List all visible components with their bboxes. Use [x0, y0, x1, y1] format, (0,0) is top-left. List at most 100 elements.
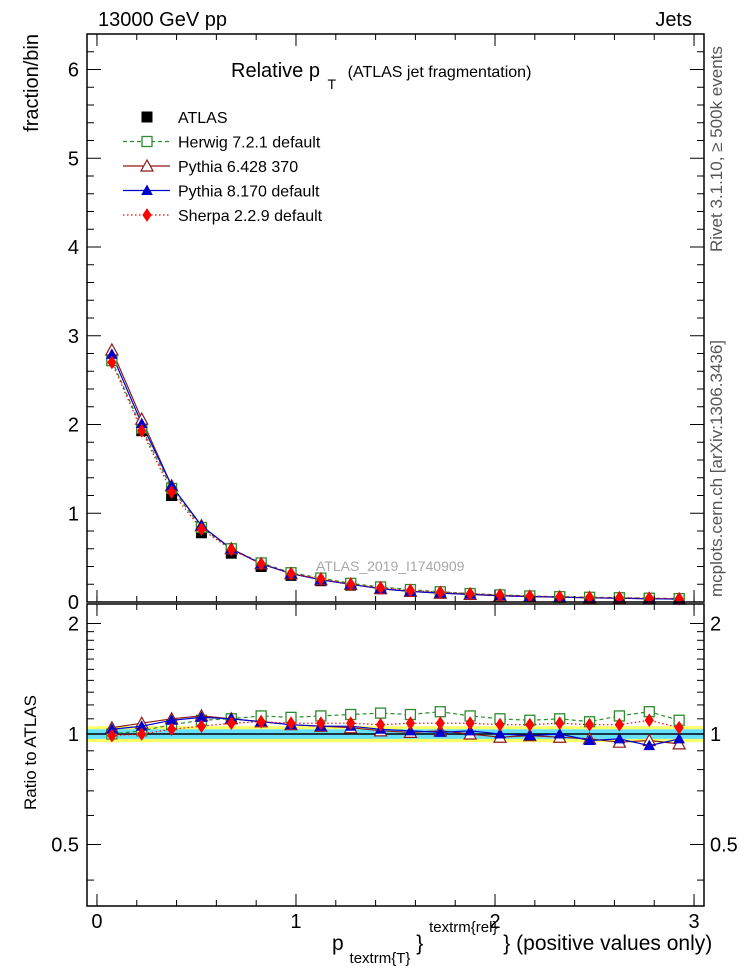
xlabel-brace: } — [416, 932, 423, 955]
ratio-point — [613, 732, 626, 744]
ratio-point — [672, 736, 687, 750]
ratio-point — [464, 724, 476, 736]
analysis-label: ATLAS_2019_I1740909 — [316, 558, 465, 574]
ratio-point — [614, 717, 625, 732]
ratio-point — [465, 716, 475, 731]
ratio-point — [226, 716, 236, 731]
x-tick-label: 1 — [290, 911, 301, 933]
xlabel-main: p — [332, 932, 344, 955]
ratio-y-tick-label: 1 — [68, 724, 79, 746]
main-ylabel: fraction/bin — [21, 34, 43, 132]
legend-marker — [139, 158, 155, 172]
legend-label: ATLAS — [178, 110, 228, 127]
legend-label: Pythia 8.170 default — [178, 184, 320, 201]
ratio-y-tick-label: 0.5 — [51, 835, 79, 857]
main-y-tick-label: 1 — [68, 503, 79, 525]
rivet-label: Rivet 3.1.10, ≥ 500k events — [707, 46, 726, 252]
series-point — [256, 556, 266, 571]
ratio-point — [643, 739, 656, 751]
main-y-tick-label: 6 — [68, 60, 79, 82]
ratio-point — [495, 717, 505, 732]
series-point — [226, 542, 236, 557]
ratio-series-line — [111, 716, 680, 747]
legend-marker — [141, 111, 153, 123]
main-panel: 0 1 2 3 4 5 6 Relative p T (ATLAS jet fragment… — [68, 33, 705, 614]
ratio-point — [196, 719, 207, 734]
ratio-point — [137, 727, 147, 741]
legend-marker — [141, 135, 153, 148]
header-right: Jets — [655, 9, 692, 31]
series-point — [166, 485, 177, 499]
series-point — [405, 583, 416, 598]
legend-label: Pythia 6.428 370 — [178, 159, 298, 176]
legend-entry: Pythia 6.428 370 — [123, 158, 298, 176]
ratio-point — [374, 707, 387, 719]
series-point — [435, 585, 445, 600]
ratio-point — [405, 716, 416, 731]
ratio-point — [555, 716, 565, 731]
ratio-point — [494, 727, 506, 739]
legend-marker — [141, 184, 153, 195]
series-point — [286, 566, 296, 581]
ratio-point — [523, 729, 536, 741]
x-axis-label: p textrm{T} } textrm{rel} } (positive va… — [332, 914, 712, 968]
series-point — [137, 423, 147, 438]
ratio-point — [256, 714, 266, 729]
ratio-point — [584, 717, 595, 732]
ratio-y-tick-label-right: 0.5 — [710, 835, 738, 857]
legend-entry: Pythia 8.170 default — [123, 184, 320, 201]
ratio-panel: 0.5 0.5 1 1 2 2 0 1 2 3 — [51, 603, 738, 933]
legend-label: Herwig 7.2.1 default — [178, 135, 321, 152]
mcplots-label: mcplots.cern.ch [arXiv:1306.3436] — [707, 340, 726, 597]
xlabel-sub: textrm{T} — [350, 950, 411, 967]
legend-entry: Herwig 7.2.1 default — [123, 135, 321, 152]
legend: ATLAS Herwig 7.2.1 default Pythia 6.428 37… — [123, 110, 323, 225]
ratio-point — [375, 717, 386, 732]
ratio-y-tick-label: 2 — [68, 613, 79, 635]
ratio-series-line — [111, 715, 680, 745]
ratio-point — [404, 724, 417, 736]
series-point — [375, 580, 386, 595]
x-tick-label: 0 — [91, 911, 102, 933]
ratio-point — [553, 727, 566, 739]
legend-entry: Sherpa 2.2.9 default — [123, 208, 323, 225]
legend-entry: ATLAS — [141, 110, 228, 127]
ratio-point — [674, 720, 684, 735]
ratio-point — [435, 716, 445, 731]
ratio-point — [525, 717, 535, 732]
ratio-y-tick-label-right: 2 — [710, 613, 721, 635]
legend-marker — [142, 208, 152, 222]
title-subscript: T — [328, 76, 337, 92]
main-y-tick-label: 4 — [68, 237, 79, 259]
main-y-tick-label: 3 — [68, 326, 79, 348]
legend-label: Sherpa 2.2.9 default — [178, 208, 323, 225]
ratio-point — [583, 734, 596, 746]
ratio-series-3 — [107, 713, 684, 743]
ratio-y-tick-label-right: 1 — [710, 724, 721, 746]
header-left: 13000 GeV pp — [98, 9, 227, 31]
ratio-point — [644, 713, 654, 728]
ratio-point — [673, 732, 685, 744]
ratio-point — [286, 716, 296, 731]
series-point — [107, 355, 117, 370]
ratio-point — [107, 728, 117, 743]
series-point — [465, 586, 475, 601]
series-point — [316, 572, 326, 586]
ratio-point — [166, 722, 177, 737]
ratio-frame — [86, 603, 705, 907]
ratio-point — [434, 706, 446, 718]
xlabel-sup: textrm{rel} — [429, 919, 497, 936]
series-point — [196, 522, 207, 537]
main-y-tick-label: 0 — [68, 592, 79, 614]
main-y-tick-label: 5 — [68, 148, 79, 170]
x-tick-label: 2 — [489, 911, 500, 933]
series-point — [495, 588, 505, 602]
xlabel-suffix: } (positive values only) — [503, 932, 712, 955]
title-main: Relative p — [231, 60, 320, 82]
series-markers-3 — [107, 355, 684, 606]
title-suffix: (ATLAS jet fragmentation) — [348, 64, 532, 81]
ratio-point — [346, 716, 356, 731]
series-point — [346, 577, 356, 592]
series-point — [555, 589, 565, 604]
